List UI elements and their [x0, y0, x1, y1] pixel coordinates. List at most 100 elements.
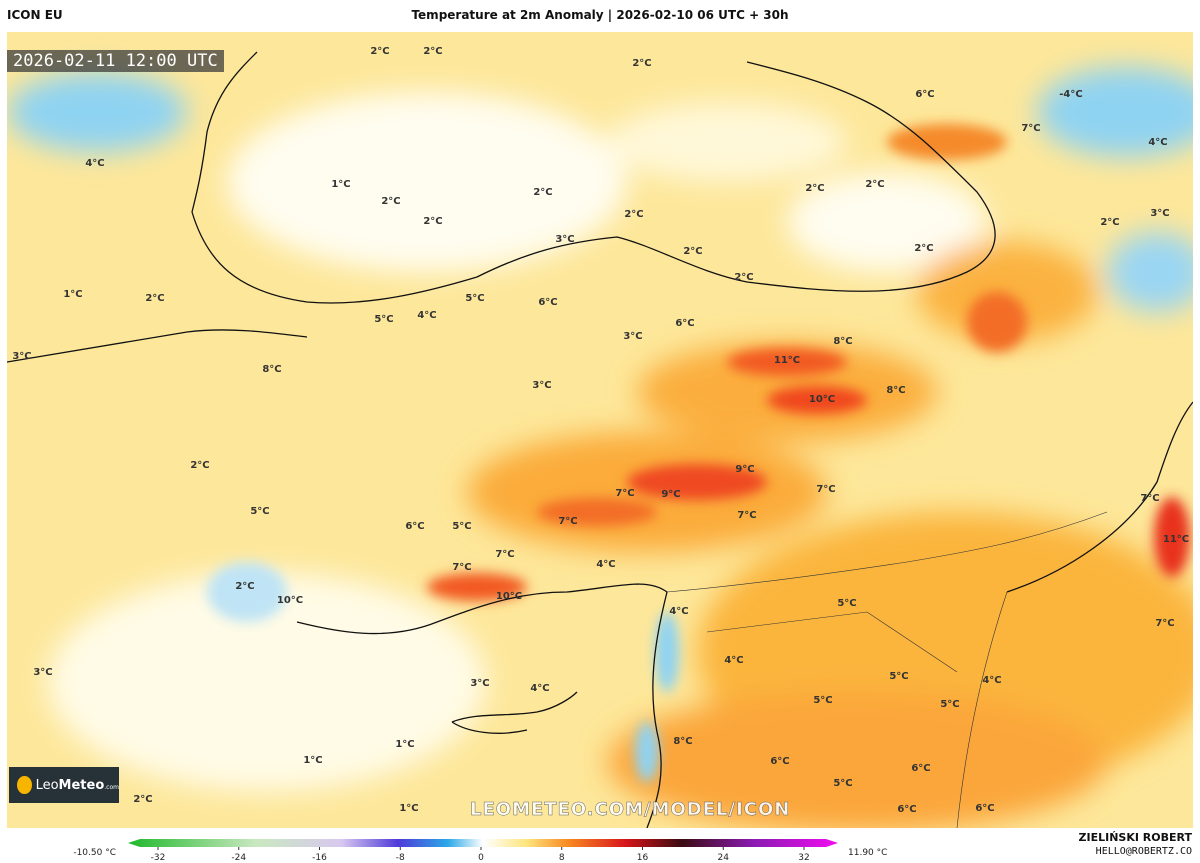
temperature-label: 6°C — [897, 804, 916, 815]
temperature-label: 1°C — [303, 755, 322, 766]
map-labels: 2°C 2°C 2°C 1°C 2°C 2°C 2°C 2°C 2°C 2°C 2°C 2°C 2°C 3… — [12, 46, 1189, 815]
logo: Leo Meteo .com — [9, 767, 119, 803]
anomaly-hotspots — [207, 124, 1190, 782]
temperature-label: 4°C — [530, 683, 549, 694]
temperature-label: 5°C — [889, 671, 908, 682]
temperature-label: 11°C — [774, 355, 800, 366]
valid-time: 2026-02-11 12:00 UTC — [7, 50, 224, 72]
colorbar-tick-label: -32 — [151, 853, 166, 863]
temperature-label: 1°C — [395, 739, 414, 750]
temperature-label: 2°C — [683, 246, 702, 257]
colorbar-tick-label: 32 — [798, 853, 809, 863]
temperature-label: 8°C — [262, 364, 281, 375]
temperature-label: 11°C — [1163, 534, 1189, 545]
temperature-label: 10°C — [809, 394, 835, 405]
temperature-label: 1°C — [399, 803, 418, 814]
temperature-label: 3°C — [33, 667, 52, 678]
temperature-label: 2°C — [865, 179, 884, 190]
temperature-label: 4°C — [982, 675, 1001, 686]
colorbar-min: -10.50 °C — [73, 848, 116, 858]
temperature-label: 5°C — [940, 699, 959, 710]
temperature-label: 2°C — [190, 460, 209, 471]
logo-suffix: .com — [104, 783, 119, 791]
temperature-label: 4°C — [724, 655, 743, 666]
colorbar-tick-label: 8 — [559, 853, 565, 863]
temperature-label: 6°C — [911, 763, 930, 774]
temperature-label: 2°C — [381, 196, 400, 207]
temperature-label: 2°C — [624, 209, 643, 220]
temperature-label: 2°C — [423, 46, 442, 57]
author-name: ZIELIŃSKI ROBERT — [1078, 831, 1192, 844]
temperature-label: 8°C — [833, 336, 852, 347]
coastlines — [7, 51, 1193, 828]
logo-name: Leo — [35, 777, 59, 793]
colorbar-tick-label: -24 — [231, 853, 246, 863]
logo-name-bold: Meteo — [58, 777, 105, 793]
temperature-label: 2°C — [423, 216, 442, 227]
temperature-label: 4°C — [417, 310, 436, 321]
temperature-label: 5°C — [374, 314, 393, 325]
temperature-label: 9°C — [661, 489, 680, 500]
temperature-label: 2°C — [632, 58, 651, 69]
temperature-label: 5°C — [452, 521, 471, 532]
temperature-label: 5°C — [833, 778, 852, 789]
temperature-label: 9°C — [735, 464, 754, 475]
temperature-label: 8°C — [886, 385, 905, 396]
anomaly-field — [7, 67, 1193, 828]
temperature-label: 4°C — [596, 559, 615, 570]
temperature-label: 6°C — [770, 756, 789, 767]
temperature-label: 7°C — [615, 488, 634, 499]
temperature-label: 5°C — [837, 598, 856, 609]
borders — [666, 511, 1108, 828]
map-title: Temperature at 2m Anomaly | 2026-02-10 0… — [411, 8, 789, 22]
temperature-label: 3°C — [623, 331, 642, 342]
temperature-label: 7°C — [495, 549, 514, 560]
map: 2°C 2°C 2°C 1°C 2°C 2°C 2°C 2°C 2°C 2°C 2°C 2°C 2°C 3… — [7, 32, 1193, 828]
temperature-label: 2°C — [1100, 217, 1119, 228]
temperature-label: 2°C — [805, 183, 824, 194]
temperature-label: 5°C — [465, 293, 484, 304]
temperature-label: 3°C — [12, 351, 31, 362]
temperature-label: 4°C — [85, 158, 104, 169]
temperature-label: 2°C — [914, 243, 933, 254]
temperature-label: 4°C — [1148, 137, 1167, 148]
temperature-label: 2°C — [235, 581, 254, 592]
temperature-label: 7°C — [816, 484, 835, 495]
temperature-label: 7°C — [452, 562, 471, 573]
temperature-label: 2°C — [533, 187, 552, 198]
temperature-label: -4°C — [1059, 89, 1082, 100]
temperature-label: 5°C — [250, 506, 269, 517]
colorbar-tick-label: -16 — [312, 853, 327, 863]
temperature-label: 10°C — [277, 595, 303, 606]
colorbar-tick-label: 0 — [478, 853, 484, 863]
temperature-label: 7°C — [558, 516, 577, 527]
colorbar-tick-label: -8 — [396, 853, 405, 863]
temperature-label: 3°C — [470, 678, 489, 689]
temperature-label: 7°C — [1155, 618, 1174, 629]
temperature-label: 5°C — [813, 695, 832, 706]
temperature-label: 2°C — [370, 46, 389, 57]
temperature-label: 7°C — [737, 510, 756, 521]
temperature-label: 2°C — [145, 293, 164, 304]
temperature-label: 2°C — [734, 272, 753, 283]
colorbar-max: 11.90 °C — [848, 848, 887, 858]
temperature-label: 6°C — [975, 803, 994, 814]
colorbar-tick-label: 16 — [637, 853, 649, 863]
temperature-label: 8°C — [673, 736, 692, 747]
temperature-label: 4°C — [669, 606, 688, 617]
colorbar-scale — [128, 839, 838, 847]
temperature-label: 7°C — [1140, 493, 1159, 504]
temperature-label: 10°C — [496, 591, 522, 602]
temperature-label: 1°C — [331, 179, 350, 190]
temperature-label: 6°C — [405, 521, 424, 532]
colorbar: -10.50 °C 11.90 °C -32 -24 -16 -8 0 8 16 24 32 — [73, 839, 887, 863]
author-email: HELLO@ROBERTZ.CO — [1095, 846, 1192, 857]
model-name: ICON EU — [7, 8, 63, 22]
colorbar-tick-label: 24 — [718, 853, 730, 863]
temperature-label: 3°C — [555, 234, 574, 245]
temperature-label: 7°C — [1021, 123, 1040, 134]
temperature-label: 6°C — [675, 318, 694, 329]
watermark: LEOMETEO.COM/MODEL/ICON — [470, 799, 791, 821]
temperature-label: 1°C — [63, 289, 82, 300]
